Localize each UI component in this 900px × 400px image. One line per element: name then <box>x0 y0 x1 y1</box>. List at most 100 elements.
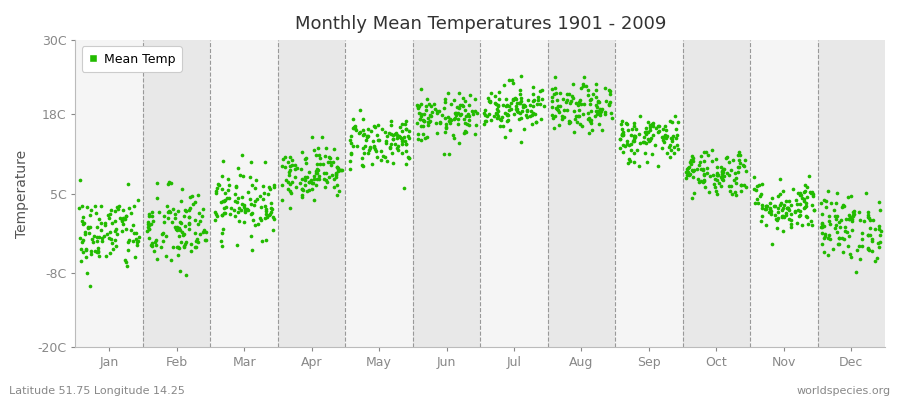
Point <box>157 219 171 225</box>
Point <box>803 188 817 195</box>
Point <box>840 228 854 235</box>
Point <box>296 187 310 194</box>
Point <box>796 189 811 195</box>
Point <box>759 222 773 228</box>
Point <box>773 200 788 206</box>
Point <box>386 136 400 142</box>
Point <box>791 206 806 213</box>
Point <box>799 213 814 220</box>
Point <box>805 202 819 208</box>
Point <box>249 196 264 202</box>
Point <box>169 226 184 232</box>
Point <box>582 97 597 103</box>
Point <box>645 123 660 129</box>
Point <box>524 108 538 114</box>
Point <box>105 240 120 246</box>
Point <box>79 246 94 252</box>
Point <box>793 192 807 198</box>
Point <box>657 133 671 140</box>
Point <box>250 221 265 227</box>
Point <box>420 96 435 102</box>
Point <box>80 270 94 276</box>
Point <box>627 138 642 144</box>
Point <box>624 147 638 153</box>
Point <box>469 122 483 128</box>
Point <box>445 101 459 108</box>
Point <box>619 140 634 147</box>
Point <box>659 127 673 134</box>
Point <box>660 133 674 139</box>
Point <box>595 127 609 134</box>
Point <box>621 156 635 162</box>
Point <box>663 118 678 125</box>
Point <box>274 182 289 188</box>
Point <box>257 215 272 222</box>
Point <box>423 118 437 124</box>
Point <box>309 152 323 158</box>
Point <box>371 137 385 143</box>
Point <box>175 229 189 235</box>
Point <box>603 90 617 97</box>
Point <box>131 234 146 241</box>
Point <box>575 123 590 130</box>
Point <box>176 232 191 238</box>
Point <box>441 114 455 120</box>
Point <box>285 156 300 163</box>
Point <box>683 159 698 166</box>
Point <box>716 168 730 174</box>
Point <box>771 214 786 221</box>
Point <box>154 230 168 237</box>
Point <box>214 186 229 193</box>
Point <box>530 101 544 108</box>
Point <box>77 230 92 237</box>
Point <box>629 147 643 154</box>
Point <box>149 237 164 244</box>
Point <box>183 194 197 201</box>
Point <box>550 96 564 103</box>
Point <box>722 183 736 189</box>
Point <box>347 124 362 130</box>
Point <box>289 184 303 190</box>
Point <box>209 190 223 196</box>
Point <box>760 202 775 209</box>
Point <box>498 134 512 140</box>
Point <box>178 223 193 229</box>
Point <box>436 150 451 157</box>
Point <box>122 205 137 212</box>
Point <box>640 128 654 135</box>
Point <box>380 158 394 164</box>
Point <box>263 210 277 217</box>
Point <box>849 269 863 275</box>
Point <box>603 98 617 105</box>
Point <box>796 196 811 202</box>
Point <box>747 174 761 181</box>
Point <box>697 177 711 183</box>
Point <box>329 169 344 176</box>
Point <box>553 122 567 128</box>
Point <box>237 219 251 226</box>
Point <box>869 255 884 261</box>
Point <box>103 250 117 256</box>
Point <box>768 202 782 209</box>
Point <box>655 134 670 140</box>
Point <box>855 242 869 249</box>
Text: Latitude 51.75 Longitude 14.25: Latitude 51.75 Longitude 14.25 <box>9 386 184 396</box>
Point <box>170 244 184 250</box>
Point <box>82 230 96 236</box>
Point <box>267 182 282 188</box>
Point <box>806 193 820 199</box>
Point <box>385 132 400 138</box>
Point <box>814 240 829 247</box>
Point <box>666 132 680 139</box>
Point <box>691 179 706 185</box>
Point <box>732 149 746 156</box>
Point <box>83 212 97 218</box>
Point <box>513 110 527 116</box>
Point <box>214 172 229 179</box>
Point <box>327 146 341 152</box>
Point <box>654 145 669 151</box>
Point <box>788 208 802 214</box>
Point <box>167 211 182 218</box>
Point <box>568 116 582 122</box>
Point <box>126 238 140 244</box>
